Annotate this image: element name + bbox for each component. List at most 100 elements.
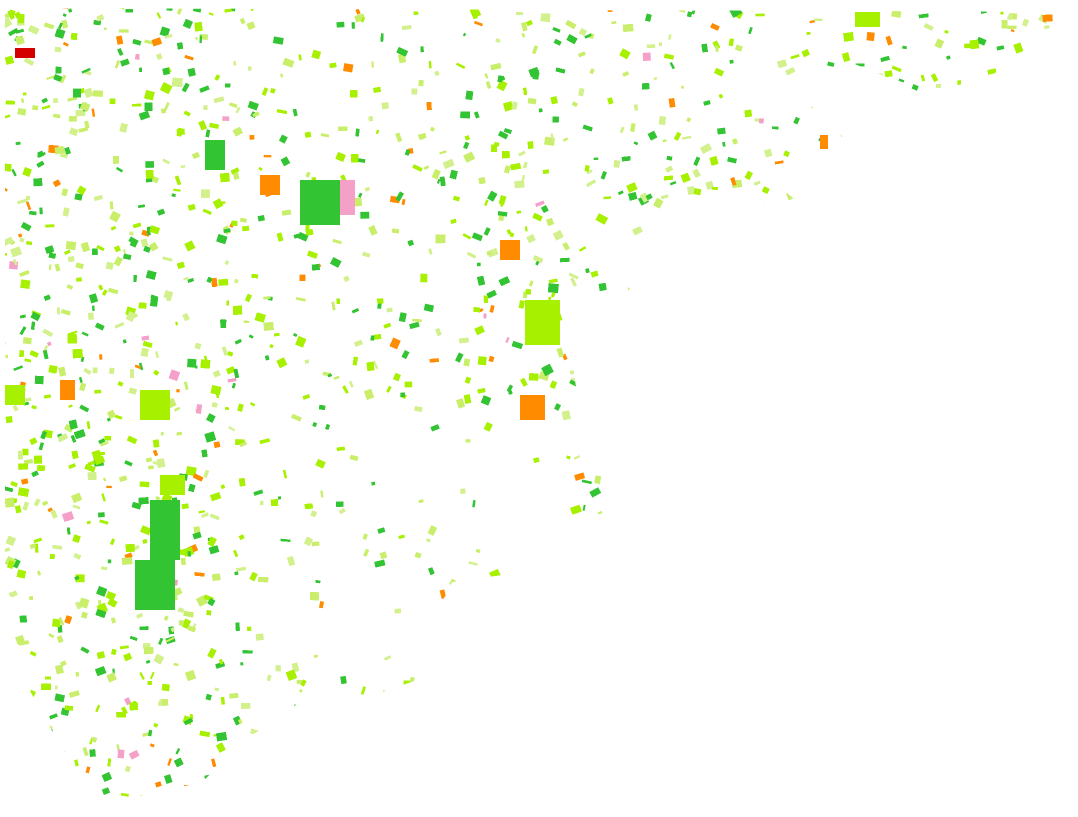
patch (404, 381, 413, 388)
patch (886, 631, 898, 640)
patch (502, 732, 510, 740)
patch (1056, 37, 1065, 44)
patch (836, 452, 846, 461)
patch (731, 736, 743, 746)
patch (1018, 609, 1023, 616)
patch (8, 755, 15, 760)
patch (51, 618, 61, 628)
patch (399, 692, 406, 702)
patch (184, 785, 195, 790)
patch (657, 675, 665, 682)
patch (468, 561, 478, 566)
patch (101, 787, 111, 796)
patch (754, 541, 765, 553)
patch (33, 455, 43, 464)
patch (757, 228, 768, 238)
patch (912, 311, 923, 316)
patch (881, 772, 885, 782)
patch (427, 717, 432, 723)
patch (830, 572, 841, 579)
patch (575, 736, 581, 743)
patch (37, 776, 49, 786)
patch (1016, 799, 1023, 805)
patch (742, 516, 749, 521)
patch (1017, 746, 1021, 755)
patch (995, 554, 1008, 566)
patch (463, 151, 476, 163)
patch (3, 593, 5, 597)
patch (934, 224, 940, 231)
patch (604, 700, 616, 709)
patch (995, 554, 1008, 566)
patch (642, 52, 651, 62)
patch (955, 119, 965, 130)
patch (620, 379, 625, 387)
patch (1000, 89, 1009, 98)
patch (1042, 346, 1052, 355)
patch (61, 19, 69, 29)
patch (863, 460, 872, 467)
patch (72, 534, 81, 544)
patch (666, 619, 672, 624)
patch (375, 766, 382, 771)
patch (5, 354, 9, 359)
patch (904, 800, 910, 805)
patch (537, 772, 547, 781)
patch (648, 545, 657, 550)
patch (310, 757, 321, 769)
patch (521, 793, 528, 799)
patch (237, 403, 244, 412)
patch (220, 696, 225, 705)
patch (982, 264, 988, 273)
patch (1049, 304, 1063, 317)
patch (483, 722, 494, 733)
patch (568, 272, 579, 280)
patch (989, 627, 994, 637)
patch (757, 455, 768, 464)
patch (428, 725, 436, 733)
patch (138, 362, 144, 371)
patch (1048, 495, 1060, 507)
patch (246, 21, 256, 31)
patch (754, 541, 765, 553)
patch (643, 349, 650, 356)
patch (582, 504, 586, 511)
patch (376, 5, 379, 8)
patch (580, 581, 585, 589)
patch (913, 599, 925, 611)
patch (691, 632, 700, 636)
patch (215, 777, 220, 781)
patch (145, 659, 151, 664)
patch (942, 665, 951, 675)
patch (562, 807, 567, 813)
patch (901, 597, 905, 604)
patch (323, 779, 329, 784)
patch (1063, 673, 1065, 678)
patch (483, 616, 490, 625)
patch (812, 764, 817, 769)
patch (934, 224, 940, 231)
patch (904, 800, 910, 805)
patch (498, 722, 506, 728)
patch (900, 365, 911, 371)
patch (176, 8, 184, 15)
patch (703, 622, 714, 630)
patch (204, 773, 216, 783)
patch (1036, 521, 1047, 532)
patch (536, 654, 546, 664)
patch (625, 533, 632, 543)
patch (834, 507, 843, 518)
patch (18, 763, 26, 773)
patch (952, 411, 960, 419)
patch (376, 5, 379, 8)
patch (1028, 730, 1039, 738)
patch (162, 67, 170, 76)
patch (696, 515, 702, 523)
patch (518, 576, 529, 587)
patch (483, 722, 494, 733)
patch (35, 747, 42, 752)
patch (140, 238, 149, 248)
patch (995, 195, 1006, 206)
